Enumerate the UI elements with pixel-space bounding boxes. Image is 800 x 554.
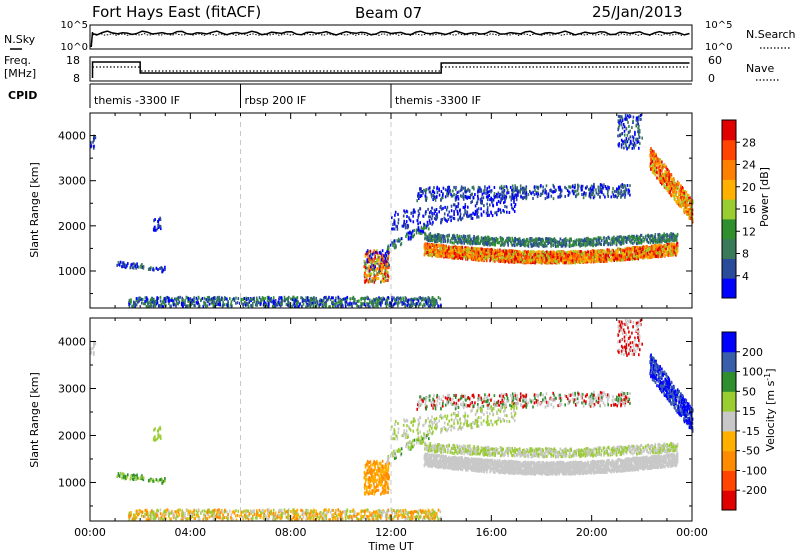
- y-tick-label: 1000: [58, 476, 86, 489]
- x-axis-label: Time UT: [367, 540, 413, 553]
- freq-tick-bottom: 8: [73, 72, 80, 85]
- y-tick-label: 3000: [58, 382, 86, 395]
- colorbar-tick-label: 12: [742, 225, 756, 238]
- date-label: 25/Jan/2013: [592, 3, 683, 21]
- colorbar-tick-label: -50: [742, 445, 760, 458]
- freq-tick-top: 18: [66, 54, 80, 67]
- station-title: Fort Hays East (fitACF): [92, 3, 261, 21]
- colorbar-tick-label: 8: [742, 248, 749, 261]
- cpid-segment-label: themis -3300 IF: [395, 94, 481, 107]
- beam-label: Beam 07: [355, 4, 422, 22]
- colorbar-tick-label: 4: [742, 270, 749, 283]
- power-panel: 1000 2000 3000 4000 Slant Range [km]: [28, 112, 694, 309]
- colorbar-tick-label: 16: [742, 203, 756, 216]
- noise-tick-bottom-left: 10^0: [61, 42, 88, 53]
- colorbar-tick-label: -15: [742, 425, 760, 438]
- x-tick-label: 08:00: [275, 526, 307, 539]
- x-tick-label: 04:00: [174, 526, 206, 539]
- colorbar-tick-label: 200: [742, 346, 763, 359]
- velocity-panel: 00:00 04:00 08:00 12:00 16:00 20:00 00:00 1000 2…: [28, 317, 708, 539]
- colorbar-tick-label: -200: [742, 484, 767, 497]
- nave-tick-top: 60: [708, 54, 722, 67]
- noise-tick-top-left: 10^5: [61, 20, 88, 31]
- y-tick-label: 2000: [58, 220, 86, 233]
- noise-strip: 10^5 10^0 10^5 10^0 N.Sky N.Search: [4, 20, 796, 53]
- y-tick-label: 3000: [58, 175, 86, 188]
- power-colorbar-label: Power [dB]: [758, 167, 771, 227]
- x-tick-label: 00:00: [74, 526, 106, 539]
- colorbar-tick-label: -100: [742, 464, 767, 477]
- velocity-ylabel: Slant Range [km]: [28, 372, 41, 468]
- colorbar-tick-label: 50: [742, 385, 756, 398]
- velocity-colorbar-label: Velocity [m s-1]: [763, 368, 777, 451]
- x-tick-label: 16:00: [475, 526, 507, 539]
- cpid-label: CPID: [8, 89, 37, 102]
- x-tick-label: 20:00: [576, 526, 608, 539]
- noise-tick-bottom-right: 10^0: [705, 42, 732, 53]
- cpid-strip: CPID themis -3300 IF rbsp 200 IF themis -3…: [8, 83, 692, 108]
- noise-tick-top-right: 10^5: [705, 20, 732, 31]
- nave-label: Nave: [746, 62, 774, 75]
- freq-label-line2: [MHz]: [4, 67, 36, 80]
- colorbar-tick-label: 24: [742, 159, 756, 172]
- colorbar-tick-label: 15: [742, 405, 756, 418]
- y-tick-label: 4000: [58, 335, 86, 348]
- colorbar-tick-label: 20: [742, 181, 756, 194]
- cpid-segment-label: themis -3300 IF: [94, 94, 180, 107]
- colorbar-tick-label: 28: [742, 136, 756, 149]
- y-tick-label: 2000: [58, 429, 86, 442]
- freq-strip: 18 8 60 0 Freq. [MHz] Nave: [4, 54, 780, 85]
- y-tick-label: 1000: [58, 265, 86, 278]
- y-tick-label: 4000: [58, 130, 86, 143]
- power-ylabel: Slant Range [km]: [28, 162, 41, 258]
- nave-tick-bottom: 0: [708, 72, 715, 85]
- x-tick-label: 00:00: [676, 526, 708, 539]
- x-tick-label: 12:00: [375, 526, 407, 539]
- velocity-colorbar: 200 100 50 15 -15 -50 -100 -200 Velocity [m s-1…: [721, 331, 777, 511]
- freq-label-line1: Freq.: [4, 54, 31, 67]
- nsearch-label: N.Search: [746, 28, 796, 41]
- cpid-segment-label: rbsp 200 IF: [245, 94, 307, 107]
- nsky-label: N.Sky: [4, 33, 36, 46]
- colorbar-tick-label: 100: [742, 366, 763, 379]
- power-colorbar: 4 8 12 16 20 24 28 Power [dB]: [721, 119, 771, 299]
